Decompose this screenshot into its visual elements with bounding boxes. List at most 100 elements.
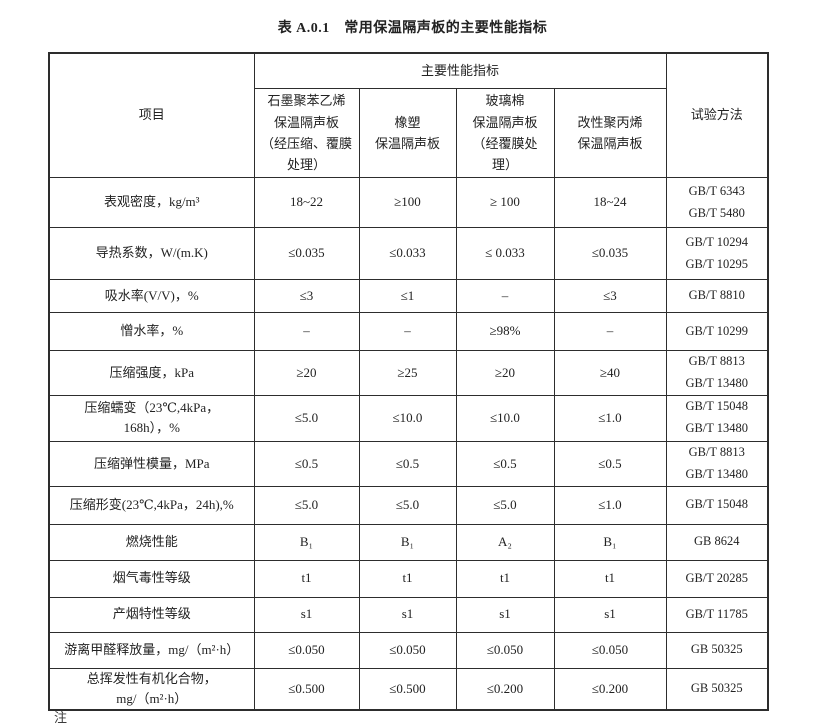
row-value: ≤0.033 [358,227,457,280]
row-value: ≥40 [553,350,667,396]
row-value: B₁ [553,523,667,561]
row-value: ≤0.050 [253,631,360,669]
row-value: ≤1.0 [553,394,667,442]
header-product-graphite-eps: 石墨聚苯乙烯 保温隔声板 （经压缩、覆膜 处理） [253,88,360,178]
row-value: ≤0.500 [253,667,360,711]
header-item-column: 项目 [48,52,255,178]
page-title: 表 A.0.1 常用保温隔声板的主要性能指标 [277,21,548,36]
row-value: ≤0.035 [553,227,667,280]
header-product-modified-pp: 改性聚丙烯 保温隔声板 [553,88,667,178]
row-value: s1 [358,596,457,633]
header-product-glass-wool: 玻璃棉 保温隔声板 （经覆膜处 理） [455,88,555,178]
row-value: ≤10.0 [455,394,555,442]
row-item-label: 表观密度，kg/m³ [48,177,255,228]
table-row: 压缩蠕变（23℃,4kPa， 168h），% ≤5.0 ≤10.0 ≤10.0 … [48,394,769,442]
row-test-method: GB 50325 [665,631,769,669]
row-value: B₁ [358,523,457,561]
table-row: 表观密度，kg/m³ 18~22 ≥100 ≥ 100 18~24 GB/T 6… [48,177,769,228]
row-test-method: GB/T 8810 [665,279,769,313]
row-value: ≤5.0 [253,394,360,442]
row-item-label: 游离甲醛释放量，mg/（m²·h） [48,631,255,669]
table-row: 压缩形变(23℃,4kPa，24h),% ≤5.0 ≤5.0 ≤5.0 ≤1.0… [48,485,769,525]
row-test-method: GB/T 20285 [665,559,769,598]
header-group-label: 主要性能指标 [253,52,667,89]
row-item-label: 憎水率，% [48,312,255,351]
header-row-products: 石墨聚苯乙烯 保温隔声板 （经压缩、覆膜 处理） 橡塑 保温隔声板 玻璃棉 保温… [49,88,768,178]
row-value: ≤5.0 [455,485,555,525]
row-item-label: 压缩弹性模量，MPa [48,440,255,487]
row-value: s1 [553,596,667,633]
row-value: – [553,312,667,351]
row-test-method: GB 8624 [665,523,769,561]
row-test-method: GB/T 8813 GB/T 13480 [665,440,769,487]
row-test-method: GB/T 6343 GB/T 5480 [665,177,769,228]
row-value: s1 [455,596,555,633]
row-value: – [455,279,555,313]
table-row: 总挥发性有机化合物， mg/（m²·h） ≤0.500 ≤0.500 ≤0.20… [48,667,769,711]
footnote-note-label: 注 [54,710,68,725]
row-value: 18~22 [253,177,360,228]
row-value: ≤0.200 [455,667,555,711]
row-test-method: GB/T 11785 [665,596,769,633]
row-value: ≤5.0 [358,485,457,525]
table-row: 产烟特性等级 s1 s1 s1 s1 GB/T 11785 [48,596,769,633]
row-value: – [253,312,360,351]
row-item-label: 导热系数，W/(m.K) [48,227,255,280]
row-value: ≥20 [455,350,555,396]
row-value: t1 [455,559,555,598]
table-row: 吸水率(V/V)，% ≤3 ≤1 – ≤3 GB/T 8810 [48,279,769,313]
row-test-method: GB/T 8813 GB/T 13480 [665,350,769,396]
row-item-label: 总挥发性有机化合物， mg/（m²·h） [48,667,255,711]
table-row: 压缩弹性模量，MPa ≤0.5 ≤0.5 ≤0.5 ≤0.5 GB/T 8813… [48,440,769,487]
row-test-method: GB/T 15048 GB/T 13480 [665,394,769,442]
row-value: s1 [253,596,360,633]
row-item-label: 吸水率(V/V)，% [48,279,255,313]
row-value: – [358,312,457,351]
row-value: ≤0.5 [253,440,360,487]
table-row: 憎水率，% – – ≥98% – GB/T 10299 [48,312,769,351]
table-row: 燃烧性能 B₁ B₁ A₂ B₁ GB 8624 [48,523,769,561]
row-value: ≥100 [358,177,457,228]
row-value: ≤0.035 [253,227,360,280]
row-value: ≤0.050 [358,631,457,669]
header-row-group: 项目 主要性能指标 试验方法 [48,52,769,178]
row-value: A₂ [455,523,555,561]
row-value: ≤0.050 [455,631,555,669]
row-value: ≤0.5 [553,440,667,487]
row-value: ≤0.500 [358,667,457,711]
row-value: ≥20 [253,350,360,396]
performance-table: 项目 主要性能指标 试验方法 石墨聚苯乙烯 保温隔声板 （经压缩、覆膜 处理） … [48,52,769,711]
row-item-label: 燃烧性能 [48,523,255,561]
row-value: ≤1.0 [553,485,667,525]
row-value: t1 [553,559,667,598]
row-value: ≤0.050 [553,631,667,669]
row-value: ≥25 [358,350,457,396]
row-value: t1 [253,559,360,598]
row-value: B₁ [253,523,360,561]
row-value: t1 [358,559,457,598]
row-item-label: 压缩蠕变（23℃,4kPa， 168h），% [48,394,255,442]
row-value: ≤0.5 [358,440,457,487]
row-item-label: 产烟特性等级 [48,596,255,633]
row-test-method: GB/T 10299 [665,312,769,351]
row-value: 18~24 [553,177,667,228]
table-row: 烟气毒性等级 t1 t1 t1 t1 GB/T 20285 [48,559,769,598]
row-value: ≤0.200 [553,667,667,711]
row-test-method: GB/T 15048 [665,485,769,525]
row-value: ≤ 0.033 [455,227,555,280]
row-value: ≤3 [253,279,360,313]
row-value: ≤1 [358,279,457,313]
row-value: ≥98% [455,312,555,351]
row-item-label: 压缩强度，kPa [48,350,255,396]
row-item-label: 压缩形变(23℃,4kPa，24h),% [48,485,255,525]
row-value: ≤5.0 [253,485,360,525]
header-method-column: 试验方法 [665,52,769,178]
table-row: 游离甲醛释放量，mg/（m²·h） ≤0.050 ≤0.050 ≤0.050 ≤… [48,631,769,669]
row-item-label: 烟气毒性等级 [48,559,255,598]
table-row: 导热系数，W/(m.K) ≤0.035 ≤0.033 ≤ 0.033 ≤0.03… [48,227,769,280]
row-value: ≥ 100 [455,177,555,228]
row-test-method: GB/T 10294 GB/T 10295 [665,227,769,280]
row-value: ≤0.5 [455,440,555,487]
row-value: ≤3 [553,279,667,313]
row-value: ≤10.0 [358,394,457,442]
